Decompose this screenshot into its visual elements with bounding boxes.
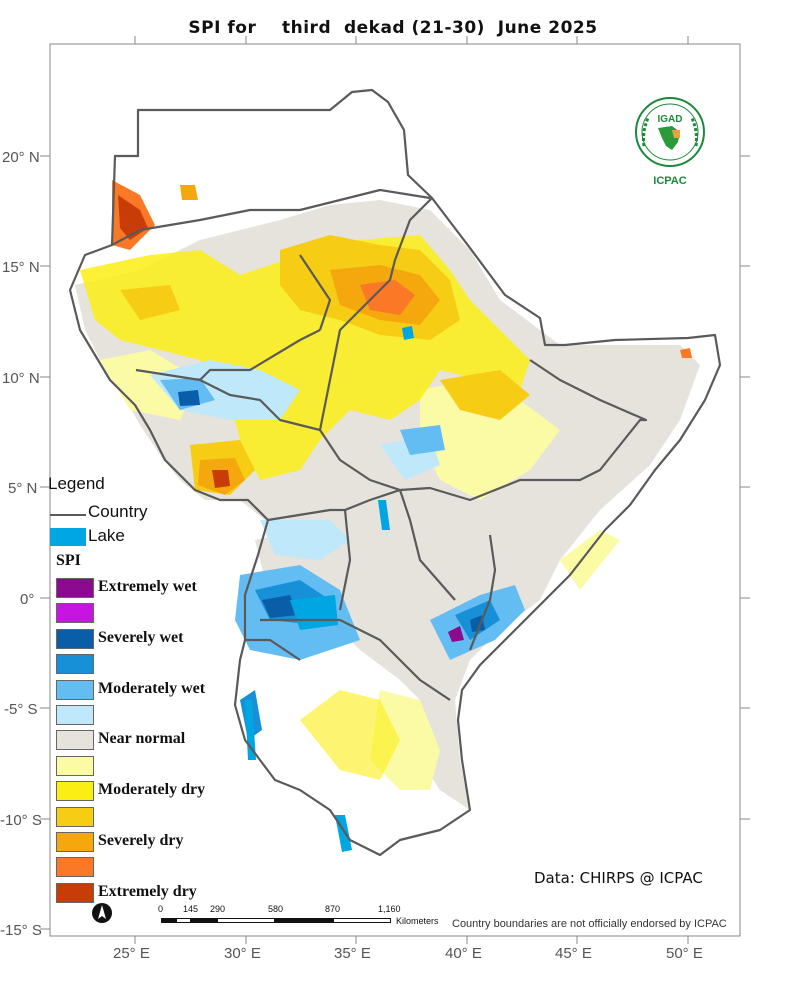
spi-class-label: Extremely dry [98,882,197,900]
lat-label-20n: 20° N [2,149,40,166]
legend-lake-label: Lake [88,526,125,545]
legend-country-label: Country [88,502,148,521]
map-legend: Legend Country Lake SPI Extremely wet Sev… [48,474,248,903]
spi-legend-title: SPI [56,552,81,569]
spi-class-label: Moderately wet [98,679,206,697]
spi-class-label: Extremely wet [98,578,197,595]
spi-class-label: Severely wet [98,628,184,646]
lon-label-25e: 25° E [113,945,150,962]
spi-class-row: Severely wet [56,628,256,649]
lake-swatch [50,528,86,546]
spi-class-row: Severely dry [56,832,256,852]
data-credit: Data: CHIRPS @ ICPAC [534,869,703,887]
spi-class-row [56,857,256,878]
scale-unit: Kilometers [396,916,439,926]
spi-class-row [56,755,256,776]
spi-class-swatch [56,755,94,776]
spi-class-row: Moderately dry [56,781,256,802]
boundary-disclaimer: Country boundaries are not officially en… [452,918,727,930]
spi-class-swatch [56,628,94,649]
lon-label-30e: 30° E [224,945,261,962]
logo-bottom-text: ICPAC [653,175,686,187]
lat-label-10s: -10° S [0,812,42,829]
igad-icpac-logo: IGAD ICPAC [635,97,705,187]
north-arrow-icon [92,903,112,923]
spi-extremely-wet-areas [448,626,464,642]
legend-country-row: Country [48,502,208,524]
spi-class-label: Severely dry [98,832,184,849]
map-title: SPI for third dekad (21-30) June 2025 [188,18,598,38]
spi-class-label: Near normal [98,730,186,748]
lat-label-0: 0° [20,591,34,608]
country-boundaries [68,88,722,857]
spi-class-row: Extremely wet [56,578,256,598]
spi-class-row: Near normal [56,730,256,751]
scale-tick-870: 870 [325,904,341,914]
spi-class-swatch [56,882,94,903]
spi-extremely-dry-areas [118,195,230,488]
lon-label-45e: 45° E [555,945,592,962]
spi-class-row [56,806,256,827]
spi-class-label: Moderately dry [98,781,206,799]
scale-tick-145: 145 [183,904,199,914]
spi-class-swatch [56,730,94,751]
lat-label-15n: 15° N [2,259,40,276]
country-line-swatch [50,514,86,516]
spi-class-swatch [56,654,94,675]
spi-class-row: Extremely dry [56,882,256,903]
lat-label-5n: 5° N [8,480,37,497]
spi-class-swatch [56,705,94,725]
spi-class-swatch [56,806,94,827]
lon-label-40e: 40° E [445,945,482,962]
lat-label-15s: -15° S [0,922,42,939]
spi-class-swatch [56,679,94,700]
scale-tick-580: 580 [268,904,284,914]
spi-class-swatch [56,781,94,802]
legend-lake-row: Lake [48,526,208,548]
spi-class-row [56,603,256,624]
spi-class-row [56,654,256,675]
lat-label-5s: -5° S [4,701,38,718]
legend-title: Legend [48,474,105,493]
lon-label-35e: 35° E [334,945,371,962]
spi-class-swatch [56,857,94,878]
spi-class-swatch [56,603,94,624]
scale-bar: 0 145 290 580 870 1,160 Kilometers [158,904,458,930]
lon-label-50e: 50° E [666,945,703,962]
logo-top-text: IGAD [658,114,683,125]
scale-tick-290: 290 [210,904,226,914]
scale-tick-0: 0 [158,904,164,914]
spi-class-swatch [56,832,94,852]
spi-class-row: Moderately wet [56,679,256,700]
spi-class-swatch [56,578,94,598]
spi-class-row [56,705,256,725]
lat-label-10n: 10° N [2,370,40,387]
scale-tick-1160: 1,160 [378,904,401,914]
